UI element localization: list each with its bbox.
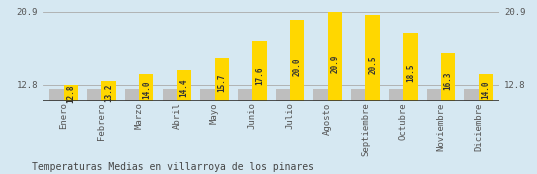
Bar	[163, 89, 177, 101]
Bar	[389, 89, 403, 101]
Bar	[87, 89, 101, 101]
Bar	[125, 89, 139, 101]
Bar	[177, 70, 191, 101]
Text: 12.8: 12.8	[67, 85, 75, 103]
Bar	[351, 89, 366, 101]
Text: Temperaturas Medias en villarroya de los pinares: Temperaturas Medias en villarroya de los…	[32, 162, 314, 172]
Text: 20.0: 20.0	[293, 58, 302, 76]
Bar	[275, 89, 290, 101]
Bar	[465, 89, 478, 101]
Bar	[200, 89, 215, 101]
Bar	[238, 89, 252, 101]
Text: 13.2: 13.2	[104, 83, 113, 102]
Bar	[478, 74, 493, 101]
Text: 14.4: 14.4	[179, 79, 188, 97]
Bar	[252, 41, 267, 101]
Bar	[139, 74, 154, 101]
Bar	[403, 33, 418, 101]
Text: 20.5: 20.5	[368, 56, 377, 74]
Bar	[49, 89, 64, 101]
Text: 18.5: 18.5	[406, 63, 415, 82]
Bar	[441, 53, 455, 101]
Text: 15.7: 15.7	[217, 74, 226, 92]
Text: 14.0: 14.0	[142, 80, 151, 99]
Bar	[366, 15, 380, 101]
Text: 17.6: 17.6	[255, 67, 264, 85]
Bar	[426, 89, 441, 101]
Bar	[215, 58, 229, 101]
Text: 14.0: 14.0	[481, 80, 490, 99]
Bar	[314, 89, 328, 101]
Bar	[328, 11, 342, 101]
Bar	[101, 81, 116, 101]
Text: 20.9: 20.9	[330, 54, 339, 73]
Text: 16.3: 16.3	[444, 72, 453, 90]
Bar	[64, 85, 78, 101]
Bar	[290, 20, 304, 101]
